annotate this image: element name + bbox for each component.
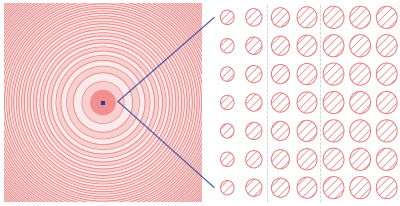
Circle shape <box>376 177 397 199</box>
Circle shape <box>220 124 234 138</box>
Circle shape <box>246 123 262 140</box>
Circle shape <box>350 35 370 57</box>
Circle shape <box>220 180 234 195</box>
Circle shape <box>350 64 370 86</box>
Circle shape <box>271 65 290 84</box>
Circle shape <box>350 7 370 29</box>
Circle shape <box>376 149 397 171</box>
Circle shape <box>350 149 370 171</box>
Circle shape <box>220 68 234 82</box>
Circle shape <box>90 90 116 116</box>
Circle shape <box>376 64 397 86</box>
Circle shape <box>323 149 344 171</box>
Circle shape <box>271 150 290 169</box>
Circle shape <box>297 121 317 142</box>
Circle shape <box>350 120 370 142</box>
Circle shape <box>323 177 344 199</box>
Circle shape <box>376 7 397 29</box>
Circle shape <box>220 11 234 26</box>
Circle shape <box>297 36 317 57</box>
Circle shape <box>271 9 290 28</box>
Circle shape <box>323 120 344 142</box>
Circle shape <box>246 38 262 55</box>
Circle shape <box>271 122 290 141</box>
Circle shape <box>246 10 262 27</box>
Circle shape <box>271 178 290 197</box>
Circle shape <box>323 35 344 57</box>
Circle shape <box>323 64 344 86</box>
Circle shape <box>323 7 344 29</box>
Circle shape <box>220 96 234 110</box>
Circle shape <box>376 35 397 57</box>
Circle shape <box>271 37 290 56</box>
Circle shape <box>246 66 262 83</box>
Circle shape <box>297 8 317 29</box>
Circle shape <box>323 92 344 114</box>
Circle shape <box>220 152 234 167</box>
Circle shape <box>246 179 262 196</box>
Circle shape <box>297 149 317 170</box>
Circle shape <box>376 92 397 114</box>
Circle shape <box>297 177 317 198</box>
Circle shape <box>220 39 234 54</box>
Circle shape <box>246 151 262 168</box>
Circle shape <box>297 92 317 114</box>
Circle shape <box>350 92 370 114</box>
Circle shape <box>271 93 290 113</box>
Circle shape <box>376 120 397 142</box>
Circle shape <box>297 64 317 85</box>
Circle shape <box>350 177 370 199</box>
Circle shape <box>246 94 262 112</box>
